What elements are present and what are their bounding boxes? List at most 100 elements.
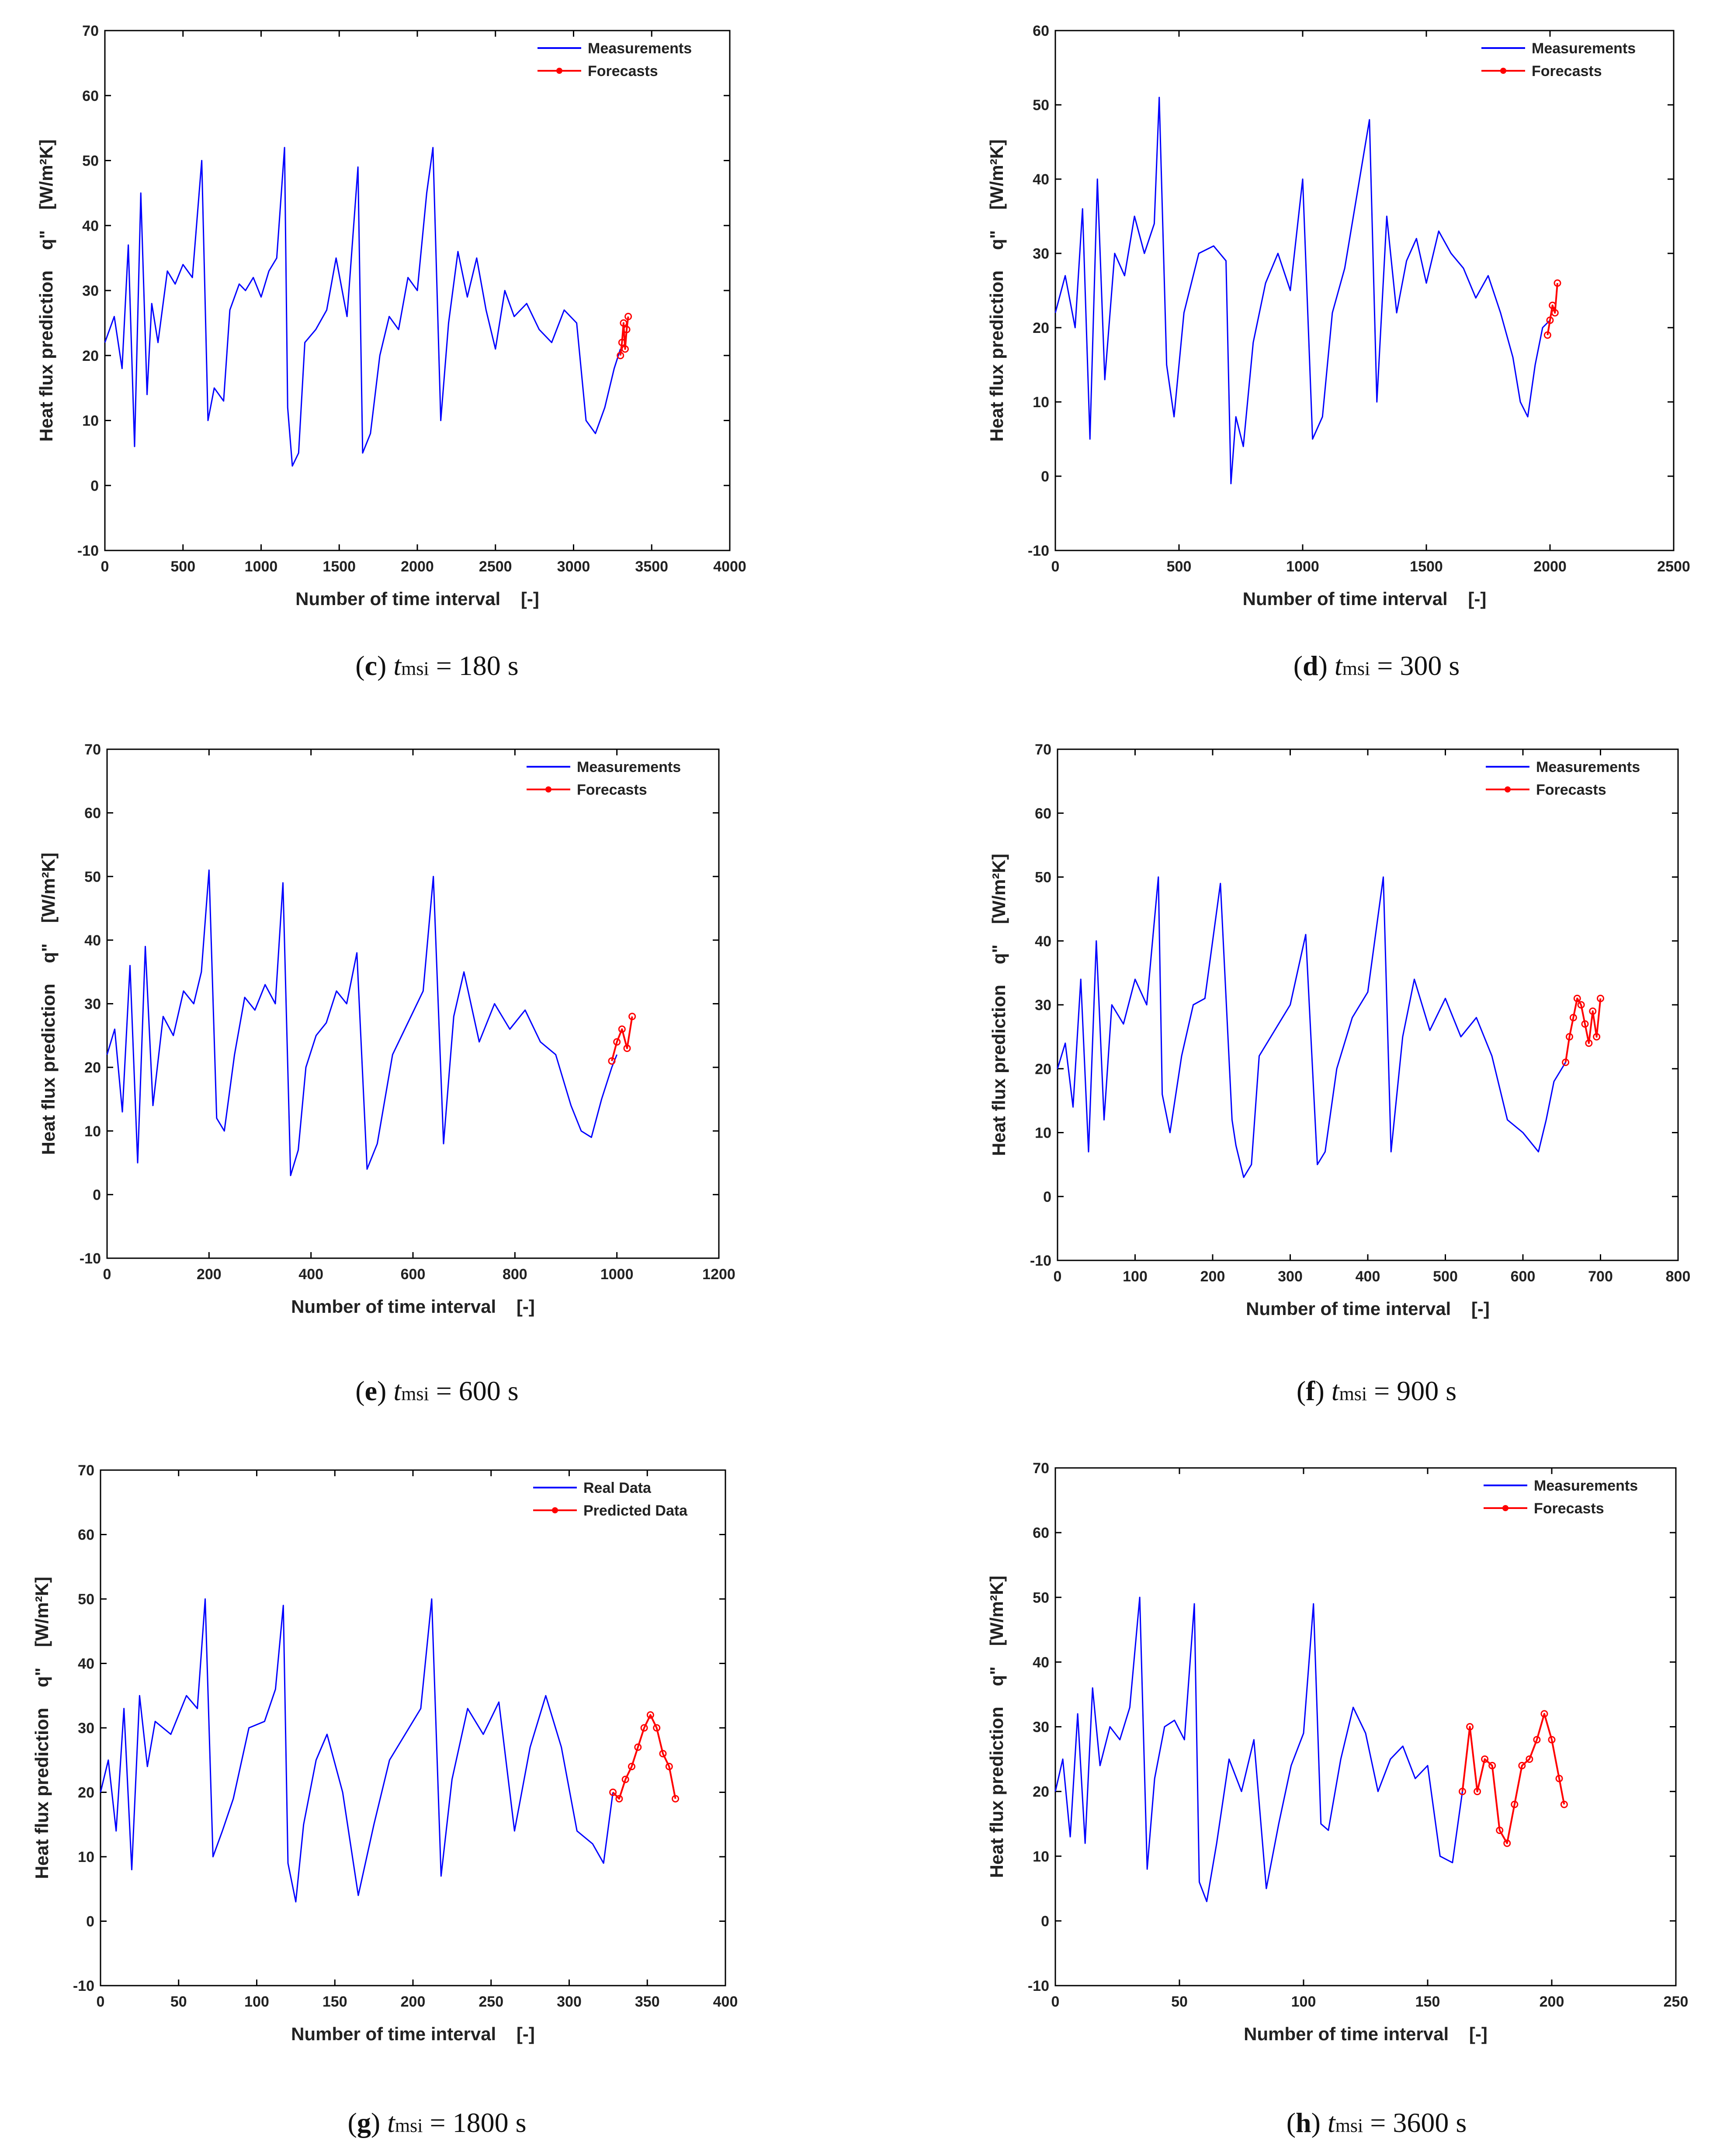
forecast-point xyxy=(624,313,632,320)
x-tick-label: 300 xyxy=(1278,1268,1303,1285)
forecast-point xyxy=(1569,1014,1577,1021)
y-tick-label: 60 xyxy=(78,1527,94,1543)
y-tick-label: 50 xyxy=(82,153,99,170)
series-line-forecast xyxy=(611,1016,633,1062)
y-axis-title: Heat flux prediction q" [W/m²K] xyxy=(36,139,56,442)
forecast-point xyxy=(1526,1755,1533,1763)
y-tick-label: -10 xyxy=(77,543,99,559)
legend-marker xyxy=(556,68,562,74)
caption-paren_open: ( xyxy=(1297,1375,1306,1406)
plot-frame xyxy=(1054,30,1675,551)
forecast-point xyxy=(1511,1800,1519,1808)
series-line-forecast xyxy=(1461,1713,1565,1845)
caption-paren_open: ( xyxy=(348,2107,357,2138)
forecast-point xyxy=(1518,1761,1526,1769)
x-tick-label: 600 xyxy=(1511,1268,1536,1285)
legend-label: Real Data xyxy=(583,1480,652,1496)
y-tick-label: 10 xyxy=(84,1123,101,1140)
legend-marker xyxy=(1505,786,1511,792)
y-tick-label: 0 xyxy=(86,1914,94,1930)
y-tick-label: -10 xyxy=(1028,1978,1049,1994)
forecast-point xyxy=(1560,1800,1568,1808)
panel-caption: (c) tmsi = 180 s xyxy=(355,650,518,681)
y-tick-label: 40 xyxy=(84,932,101,949)
x-tick-label: 100 xyxy=(244,1993,269,2010)
x-tick-label: 500 xyxy=(1433,1268,1458,1285)
series-line-measured xyxy=(104,147,621,467)
x-axis-title: Number of time interval [-] xyxy=(1244,2024,1488,2044)
x-tick-label: 2500 xyxy=(479,558,512,575)
y-tick-label: 60 xyxy=(1035,805,1051,822)
x-tick-label: 1500 xyxy=(322,558,356,575)
forecast-point xyxy=(628,1013,636,1021)
x-tick-label: 0 xyxy=(1051,1993,1060,2010)
x-tick-label: 1500 xyxy=(1410,558,1443,575)
y-tick-label: 60 xyxy=(1033,23,1049,39)
caption-paren_close: ) xyxy=(1311,2107,1328,2138)
legend-marker xyxy=(1500,68,1506,74)
y-axis-title: Heat flux prediction q" [W/m²K] xyxy=(31,1577,52,1879)
forecast-point xyxy=(665,1763,673,1770)
x-tick-label: 400 xyxy=(713,1993,738,2010)
y-tick-label: 50 xyxy=(1035,869,1051,886)
y-tick-label: 20 xyxy=(1033,320,1049,336)
caption-paren_close: ) xyxy=(1318,650,1335,681)
x-tick-label: 150 xyxy=(322,1993,347,2010)
y-tick-label: 10 xyxy=(1033,1848,1049,1865)
y-tick-label: 20 xyxy=(1033,1784,1049,1800)
y-tick-label: 10 xyxy=(1033,394,1049,411)
forecast-point xyxy=(1533,1736,1541,1744)
x-tick-label: 800 xyxy=(503,1266,527,1283)
y-tick-label: 20 xyxy=(1035,1061,1051,1077)
x-tick-label: 0 xyxy=(101,558,109,575)
legend-label: Forecasts xyxy=(1536,782,1606,798)
x-tick-label: 200 xyxy=(197,1266,222,1283)
series-line-measured xyxy=(106,869,618,1177)
y-axis-title: Heat flux prediction q" [W/m²K] xyxy=(38,853,59,1155)
panel-caption: (g) tmsi = 1800 s xyxy=(348,2107,527,2138)
y-tick-label: -10 xyxy=(73,1978,94,1994)
plot-frame xyxy=(100,1469,726,1986)
x-tick-label: 0 xyxy=(103,1266,111,1283)
caption-paren_open: ( xyxy=(355,650,364,681)
x-tick-label: 500 xyxy=(170,558,195,575)
series-line-forecast xyxy=(612,1714,676,1800)
forecast-point xyxy=(1546,316,1554,324)
caption-paren_open: ( xyxy=(1293,650,1303,681)
forecast-point xyxy=(659,1750,667,1758)
y-tick-label: 70 xyxy=(1035,741,1051,758)
caption-letter: h xyxy=(1296,2107,1311,2138)
y-tick-label: 70 xyxy=(84,741,101,758)
legend-label: Measurements xyxy=(1536,759,1640,775)
y-tick-label: 0 xyxy=(1043,1189,1051,1205)
caption-letter: e xyxy=(365,1375,377,1406)
caption-sub: msi xyxy=(401,1383,429,1405)
y-axis-title: Heat flux prediction q" [W/m²K] xyxy=(988,854,1009,1156)
x-tick-label: 3500 xyxy=(635,558,668,575)
forecast-point xyxy=(621,345,629,353)
x-tick-label: 350 xyxy=(635,1993,660,2010)
y-tick-label: 10 xyxy=(1035,1125,1051,1142)
caption-t: t xyxy=(1335,650,1343,681)
caption-letter: d xyxy=(1303,650,1318,681)
y-axis-title: Heat flux prediction q" [W/m²K] xyxy=(986,1576,1007,1878)
x-axis-title: Number of time interval [-] xyxy=(295,588,539,609)
x-tick-label: 0 xyxy=(1051,558,1060,575)
y-tick-label: 30 xyxy=(82,283,99,299)
x-tick-label: 0 xyxy=(1054,1268,1062,1285)
y-tick-label: -10 xyxy=(1030,1253,1051,1269)
caption-paren_close: ) xyxy=(371,2107,387,2138)
x-tick-label: 50 xyxy=(170,1993,187,2010)
forecast-point xyxy=(623,325,631,333)
forecast-point xyxy=(1549,301,1557,309)
caption-paren_close: ) xyxy=(377,1375,393,1406)
series-line-forecast xyxy=(1564,997,1602,1062)
y-tick-label: 40 xyxy=(1033,171,1049,188)
y-tick-label: 10 xyxy=(78,1849,94,1865)
caption-value: = 180 s xyxy=(429,650,519,681)
caption-value: = 600 s xyxy=(429,1375,519,1406)
x-tick-label: 100 xyxy=(1123,1268,1148,1285)
caption-letter: f xyxy=(1306,1375,1315,1406)
y-tick-label: 70 xyxy=(1033,1460,1049,1477)
forecast-point xyxy=(1551,309,1559,317)
